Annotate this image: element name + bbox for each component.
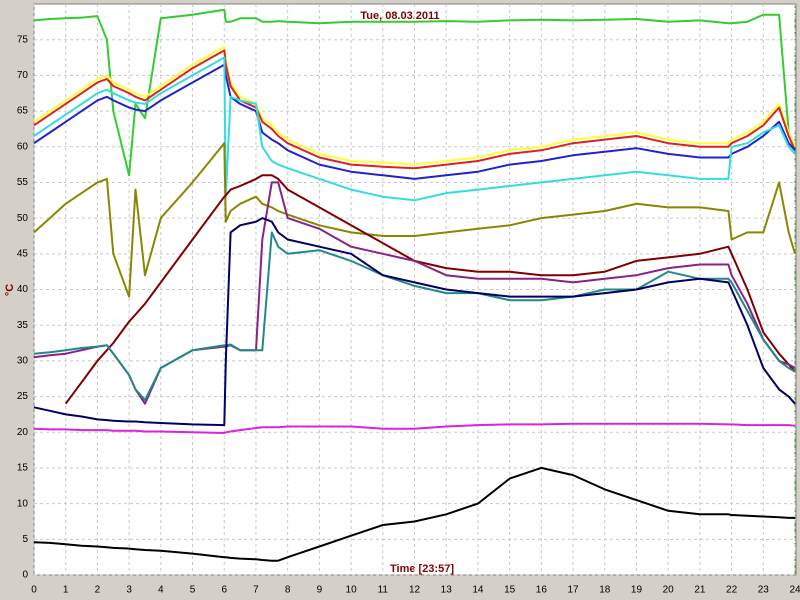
y-axis-label: °C: [4, 284, 16, 296]
x-tick-label: 14: [472, 585, 484, 596]
y-tick-label: 10: [17, 498, 29, 509]
series-line: [33, 422, 796, 434]
series-line: [64, 174, 796, 405]
x-tick-label: 16: [536, 585, 548, 596]
x-tick-label: 21: [694, 585, 706, 596]
x-tick-label: 17: [567, 585, 579, 596]
series-line: [33, 8, 796, 177]
x-tick-label: 13: [441, 585, 453, 596]
y-tick-label: 65: [17, 106, 29, 117]
x-tick-label: 2: [95, 585, 101, 596]
x-tick-label: 9: [317, 585, 323, 596]
series-line: [33, 49, 796, 170]
x-tick-label: 23: [758, 585, 770, 596]
x-tick-label: 4: [158, 585, 164, 596]
y-tick-label: 30: [17, 356, 29, 367]
y-tick-label: 15: [17, 463, 29, 474]
series-line: [33, 45, 796, 166]
x-tick-label: 7: [253, 585, 259, 596]
x-tick-label: 18: [599, 585, 611, 596]
series-line: [33, 63, 796, 180]
y-tick-label: 25: [17, 391, 29, 402]
x-tick-label: 22: [726, 585, 738, 596]
y-tick-label: 75: [17, 34, 29, 45]
x-tick-label: 15: [504, 585, 516, 596]
y-tick-label: 40: [17, 284, 29, 295]
x-tick-label: 12: [409, 585, 421, 596]
x-tick-label: 11: [378, 585, 389, 596]
x-tick-label: 20: [663, 585, 675, 596]
x-tick-label: 1: [63, 585, 69, 596]
series-line: [33, 217, 796, 427]
y-tick-label: 0: [22, 570, 28, 581]
x-tick-label: 5: [190, 585, 196, 596]
x-tick-label: 3: [126, 585, 132, 596]
x-tick-label: 0: [31, 585, 37, 596]
x-tick-label: 10: [346, 585, 358, 596]
y-tick-label: 20: [17, 427, 29, 438]
series-line: [33, 56, 796, 202]
chart-title: Tue, 08.03.2011: [360, 10, 439, 22]
x-tick-label: 19: [631, 585, 643, 596]
x-tick-label: 24: [789, 585, 800, 596]
y-tick-label: 50: [17, 213, 29, 224]
series-line: [33, 231, 796, 402]
y-tick-label: 70: [17, 70, 29, 81]
y-tick-label: 60: [17, 141, 29, 152]
x-axis-label: Time [23:57]: [390, 563, 454, 575]
series-line: [33, 466, 795, 562]
x-tick-label: 8: [285, 585, 291, 596]
y-tick-label: 45: [17, 248, 29, 259]
y-tick-label: 35: [17, 320, 29, 331]
x-tick-label: 6: [221, 585, 227, 596]
y-tick-label: 55: [17, 177, 29, 188]
y-tick-label: 5: [22, 534, 28, 545]
